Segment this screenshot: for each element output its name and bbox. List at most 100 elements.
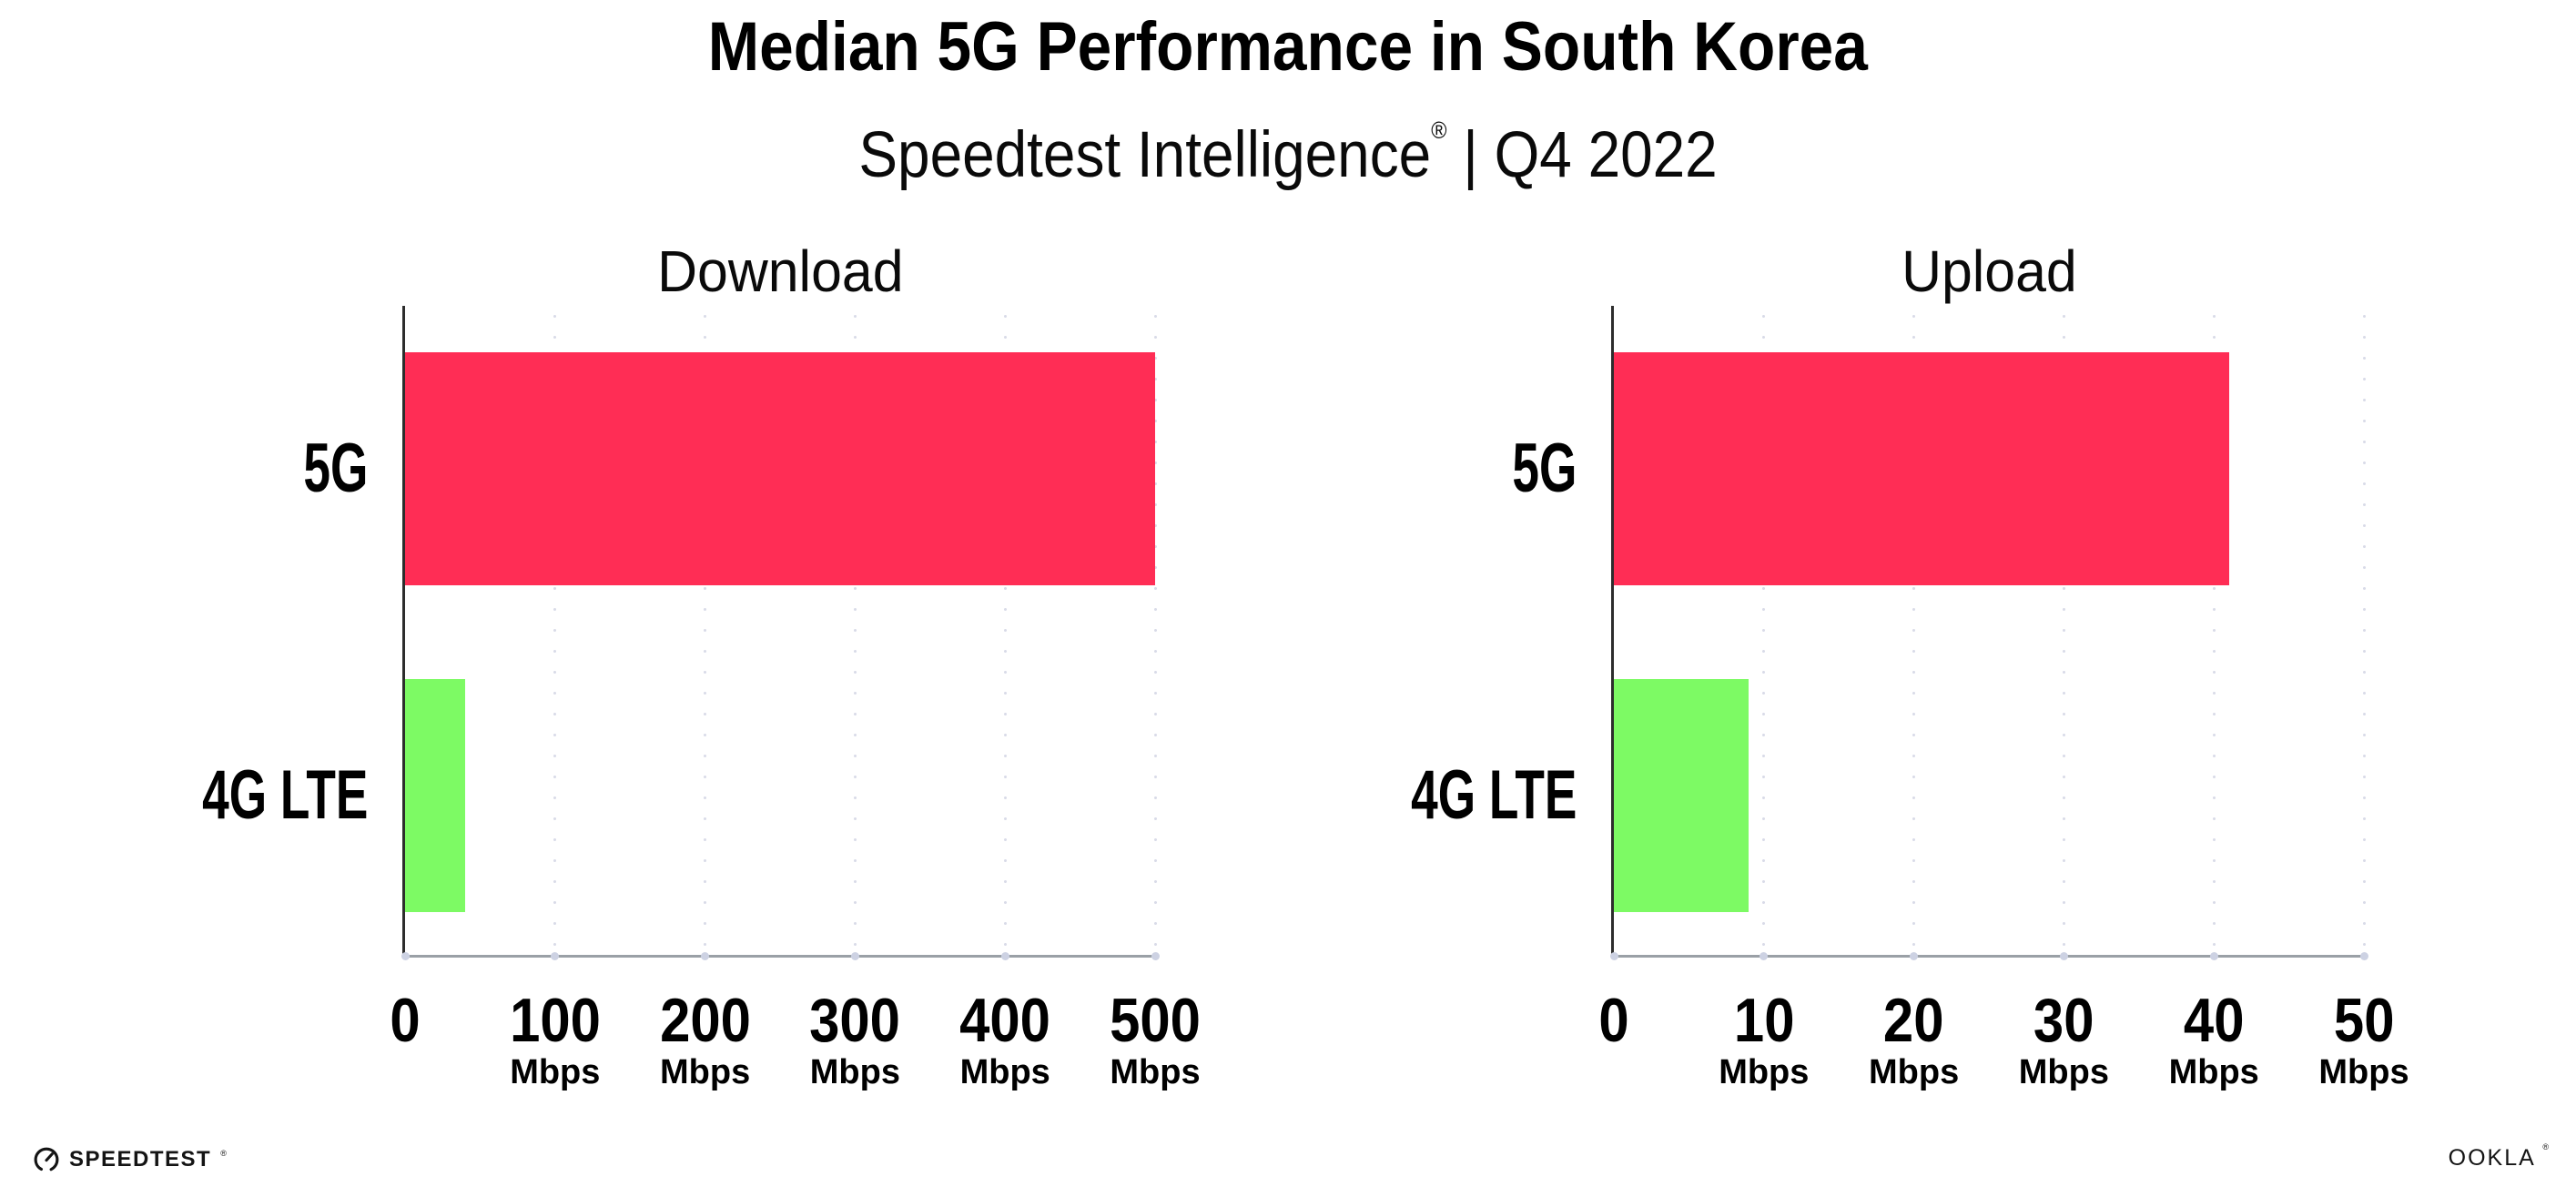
x-tick-label: 10 Mbps <box>1719 986 1810 1091</box>
subtitle-quarter: | Q4 2022 <box>1446 119 1718 191</box>
x-tick-value-text: 50 <box>2333 986 2395 1055</box>
ookla-logo: OOKLA ® <box>2448 1141 2551 1172</box>
page-subtitle: Speedtest Intelligence® | Q4 2022 <box>0 93 2576 193</box>
x-tick-value-text: 500 <box>1110 986 1201 1055</box>
chart-title-text: Upload <box>1901 238 2077 304</box>
x-tick-value: 20 <box>1869 986 1959 1055</box>
x-tick-value-text: 200 <box>659 986 751 1055</box>
x-tick-unit: Mbps <box>809 1053 900 1091</box>
speedtest-wordmark: SPEEDTEST <box>69 1147 212 1172</box>
chart-title: Download <box>405 242 1155 300</box>
gridline <box>1912 306 1916 956</box>
gridline <box>853 306 857 956</box>
x-tick-label: 20 Mbps <box>1868 986 1960 1091</box>
x-tick-value: 100 <box>503 986 606 1055</box>
x-axis-line <box>402 955 1155 958</box>
page-title: Median 5G Performance in South Korea <box>0 9 2576 86</box>
category-label-text: 5G <box>303 430 368 507</box>
x-tick-unit: Mbps <box>2168 1053 2259 1091</box>
x-axis-line <box>1611 955 2364 958</box>
axis-tick-dot <box>701 952 710 960</box>
x-tick-value: 10 <box>1719 986 1809 1055</box>
axis-tick-dot <box>401 952 410 960</box>
x-tick-value: 30 <box>2019 986 2109 1055</box>
x-tick-value-text: 0 <box>390 986 421 1055</box>
axis-tick-dot <box>1000 952 1009 960</box>
download-chart: Download 0 100 Mbps 200 Mbps 300 Mbps 400 Mbps 500… <box>202 242 1201 1090</box>
x-tick-label: 300 Mbps <box>804 986 907 1091</box>
axis-tick-dot <box>850 952 859 960</box>
x-tick-label: 50 Mbps <box>2318 986 2409 1091</box>
category-label-text: 4G LTE <box>1410 756 1577 834</box>
x-tick-unit: Mbps <box>510 1053 601 1091</box>
x-tick-unit: Mbps <box>1719 1053 1810 1091</box>
axis-tick-dot <box>1609 952 1618 960</box>
chart-title-text: Download <box>656 238 904 304</box>
bar-5g <box>1614 352 2229 585</box>
x-tick-value-text: 100 <box>509 986 601 1055</box>
gridline <box>2362 306 2366 956</box>
x-tick-label: 200 Mbps <box>654 986 756 1091</box>
x-tick-value: 50 <box>2318 986 2409 1055</box>
x-tick-unit: Mbps <box>2018 1053 2109 1091</box>
gridline <box>1762 306 1766 956</box>
gridline <box>704 306 707 956</box>
x-tick-value-text: 0 <box>1598 986 1629 1055</box>
x-tick-unit: Mbps <box>1868 1053 1960 1091</box>
axis-tick-dot <box>551 952 560 960</box>
x-tick-unit: Mbps <box>2318 1053 2409 1091</box>
x-tick-unit: Mbps <box>959 1053 1050 1091</box>
x-tick-value: 40 <box>2169 986 2259 1055</box>
axis-tick-dot <box>1910 952 1919 960</box>
x-tick-value-text: 300 <box>809 986 901 1055</box>
subtitle-brand: Speedtest Intelligence <box>858 119 1432 191</box>
gridline <box>553 306 557 956</box>
x-tick-value: 300 <box>804 986 907 1055</box>
speedtest-registered-mark: ® <box>220 1149 227 1158</box>
bar-4g-lte <box>405 679 465 912</box>
x-tick-value: 500 <box>1103 986 1206 1055</box>
bar-4g-lte <box>1614 679 1749 912</box>
x-tick-unit: Mbps <box>1110 1053 1201 1091</box>
category-label-4g-lte: 4G LTE <box>131 761 368 830</box>
registered-trademark-mark: ® <box>1431 117 1447 144</box>
x-tick-label: 100 Mbps <box>503 986 606 1091</box>
x-tick-value: 0 <box>1597 986 1631 1055</box>
x-tick-label: 400 Mbps <box>953 986 1056 1091</box>
x-tick-label: 30 Mbps <box>2018 986 2109 1091</box>
category-label-text: 4G LTE <box>201 756 368 834</box>
category-label-text: 5G <box>1512 430 1577 507</box>
x-tick-label: 500 Mbps <box>1103 986 1206 1091</box>
gridline <box>1153 306 1157 956</box>
x-tick-label: 40 Mbps <box>2168 986 2259 1091</box>
category-label-4g-lte: 4G LTE <box>1340 761 1577 830</box>
chart-title: Upload <box>1614 242 2364 300</box>
category-label-5g: 5G <box>1485 434 1577 503</box>
page-title-text: Median 5G Performance in South Korea <box>707 8 1869 86</box>
speedtest-logo: SPEEDTEST ® <box>33 1146 227 1173</box>
x-tick-unit: Mbps <box>659 1053 751 1091</box>
axis-tick-dot <box>1151 952 1160 960</box>
speedtest-gauge-icon <box>34 1147 59 1172</box>
x-tick-value-text: 400 <box>959 986 1051 1055</box>
axis-tick-dot <box>2209 952 2218 960</box>
gridline <box>1003 306 1007 956</box>
x-tick-label: 0 <box>388 986 422 1055</box>
x-tick-value: 400 <box>953 986 1056 1055</box>
ookla-registered-mark: ® <box>2542 1141 2551 1151</box>
bar-5g <box>405 352 1155 585</box>
axis-tick-dot <box>2059 952 2068 960</box>
x-tick-label: 0 <box>1597 986 1631 1055</box>
axis-tick-dot <box>2359 952 2368 960</box>
x-tick-value: 200 <box>654 986 756 1055</box>
x-tick-value-text: 30 <box>2033 986 2094 1055</box>
gridline <box>2062 306 2065 956</box>
x-tick-value: 0 <box>388 986 422 1055</box>
upload-chart: Upload 0 10 Mbps 20 Mbps 30 Mbps 40 Mbps 50 Mbps 5G 4… <box>1411 242 2409 1090</box>
category-label-5g: 5G <box>276 434 368 503</box>
x-tick-value-text: 40 <box>2183 986 2245 1055</box>
x-tick-value-text: 20 <box>1883 986 1944 1055</box>
axis-tick-dot <box>1760 952 1769 960</box>
x-tick-value-text: 10 <box>1733 986 1795 1055</box>
ookla-wordmark: OOKLA <box>2448 1145 2535 1171</box>
